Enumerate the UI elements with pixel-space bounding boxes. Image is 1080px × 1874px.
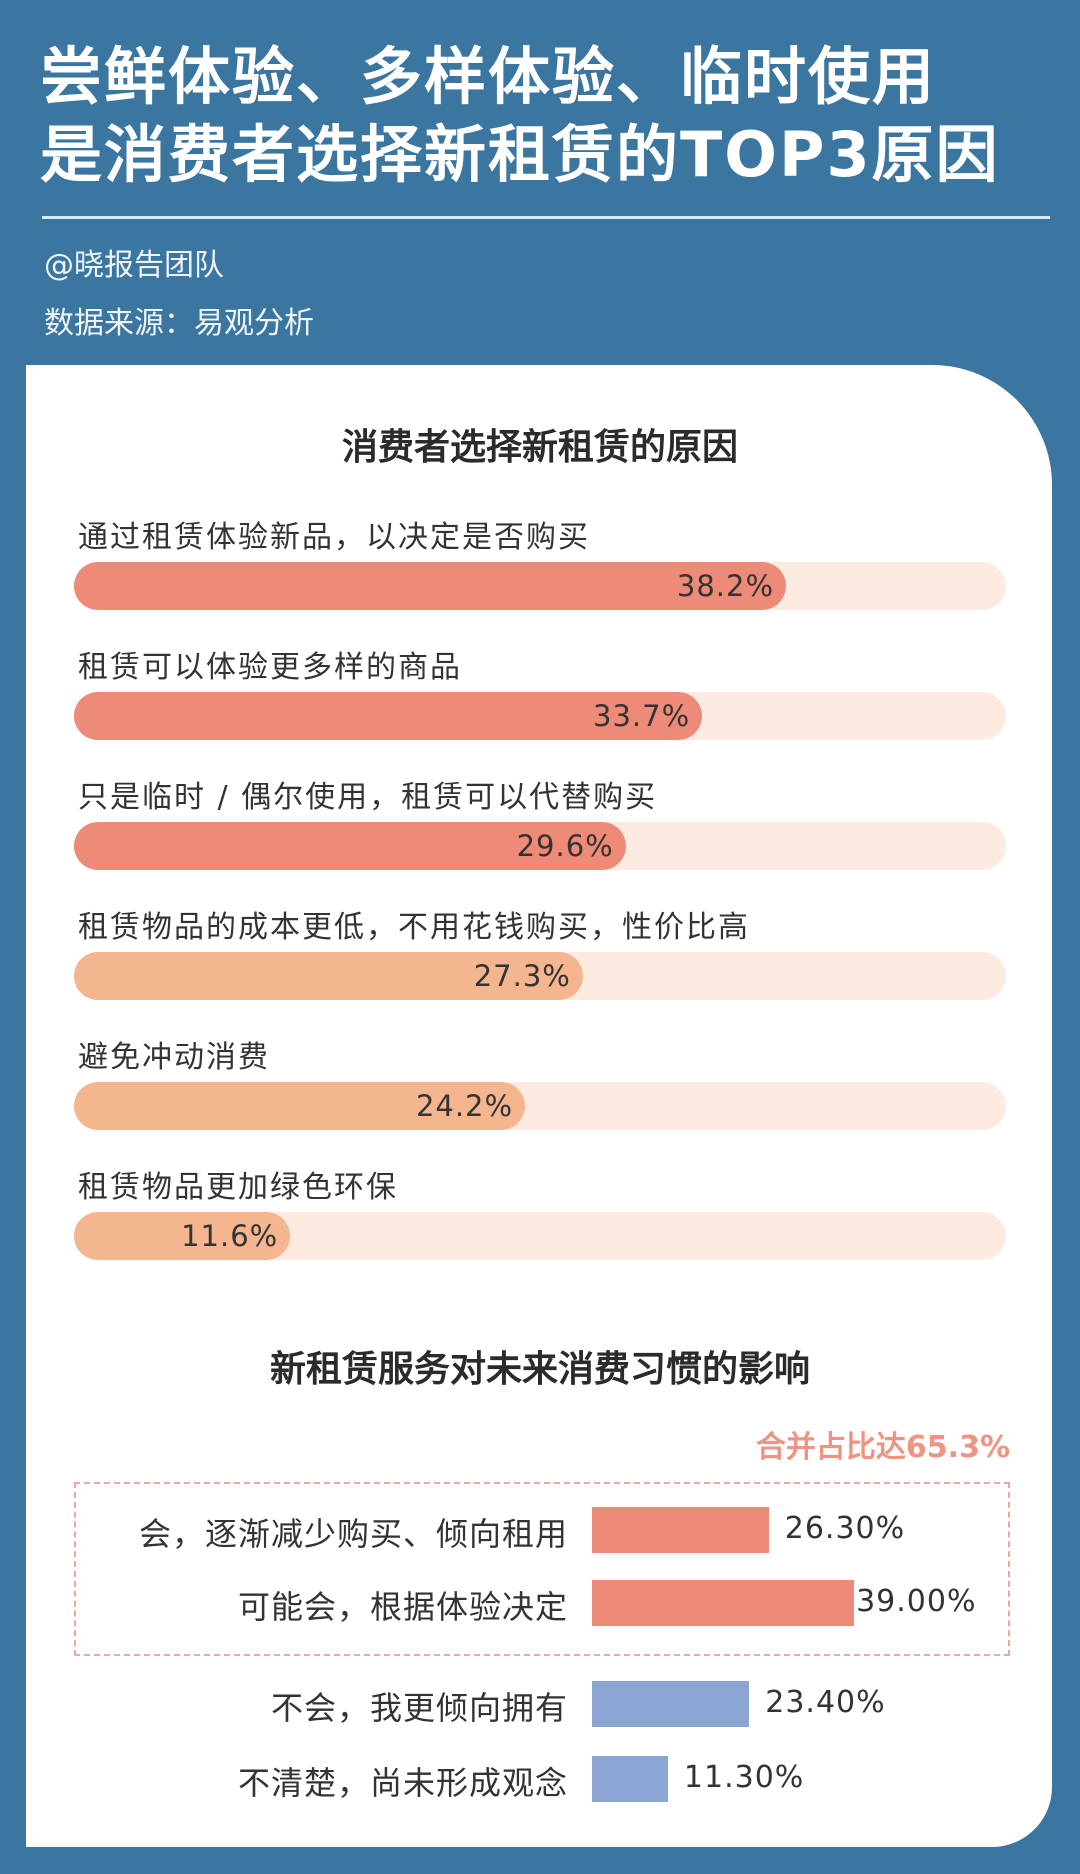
chart1-title: 消费者选择新租赁的原因: [341, 427, 738, 468]
impact-bar: [592, 1756, 668, 1802]
bar-fill: 29.6%: [74, 822, 626, 870]
reason-label: 租赁可以体验更多样的商品: [78, 650, 462, 685]
bar-value-label: 11.6%: [181, 1219, 279, 1253]
impact-label: 不清楚，尚未形成观念: [237, 1764, 568, 1802]
bar-track: 27.3%: [74, 952, 1006, 1000]
reason-label: 租赁物品的成本更低，不用花钱购买，性价比高: [78, 910, 750, 945]
bar-value-label: 29.6%: [516, 829, 614, 863]
combined-highlight-box: [74, 1482, 1010, 1656]
impact-label: 可能会，根据体验决定: [237, 1588, 568, 1626]
chart2-title: 新租赁服务对未来消费习惯的影响: [269, 1349, 810, 1390]
impact-value-label: 39.00%: [856, 1584, 977, 1619]
impact-value-label: 11.30%: [683, 1760, 805, 1795]
bar-value-label: 27.3%: [473, 959, 571, 993]
bar-fill: 24.2%: [74, 1082, 526, 1130]
combined-annotation: 合并占比达65.3%: [755, 1430, 1010, 1465]
bar-track: 38.2%: [74, 562, 1006, 610]
headline-line-2: 是消费者选择新租赁的TOP3原因: [40, 118, 1000, 191]
impact-label: 不会，我更倾向拥有: [270, 1689, 568, 1727]
bar-fill: 11.6%: [74, 1212, 291, 1260]
reason-label: 避免冲动消费: [78, 1040, 270, 1075]
header-divider: [42, 216, 1050, 219]
bar-value-label: 38.2%: [676, 569, 775, 603]
author: @晓报告团队: [44, 248, 224, 283]
bar-track: 29.6%: [74, 822, 1006, 870]
reason-label: 租赁物品更加绿色环保: [78, 1170, 398, 1205]
impact-value-label: 23.40%: [765, 1685, 886, 1720]
bar-track: 24.2%: [74, 1082, 1006, 1130]
bar-value-label: 33.7%: [593, 699, 691, 733]
bar-track: 33.7%: [74, 692, 1006, 740]
headline-line-1: 尝鲜体验、多样体验、临时使用: [40, 40, 937, 113]
reason-label: 通过租赁体验新品，以决定是否购买: [78, 520, 590, 555]
impact-label: 会，逐渐减少购买、倾向租用: [138, 1515, 568, 1553]
impact-value-label: 26.30%: [784, 1511, 906, 1546]
impact-bar: [592, 1580, 855, 1626]
bar-value-label: 24.2%: [415, 1089, 514, 1123]
impact-bar: [592, 1507, 769, 1553]
bar-fill: 38.2%: [74, 562, 787, 610]
data-source: 数据来源：易观分析: [44, 306, 314, 341]
impact-bar: [592, 1681, 750, 1727]
bar-fill: 33.7%: [74, 692, 703, 740]
bar-fill: 27.3%: [74, 952, 583, 1000]
bar-track: 11.6%: [74, 1212, 1006, 1260]
reason-label: 只是临时 / 偶尔使用，租赁可以代替购买: [78, 780, 658, 815]
